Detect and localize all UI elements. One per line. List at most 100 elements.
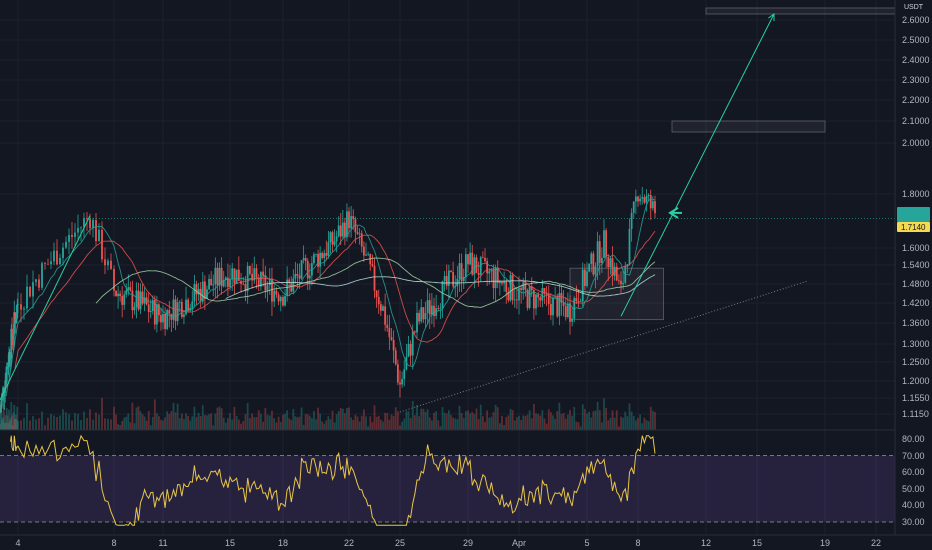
drawing-rectangle[interactable]	[705, 7, 896, 15]
volume-bar	[399, 425, 401, 430]
rsi-tick-label: 60.00	[902, 467, 925, 477]
volume-bar	[98, 414, 100, 430]
volume-bar	[624, 411, 627, 430]
candle-body	[386, 324, 389, 329]
candle-body	[379, 304, 382, 311]
volume-bar	[467, 410, 469, 430]
volume-bar	[277, 416, 280, 430]
candle-body	[0, 399, 3, 409]
volume-bar	[456, 419, 459, 430]
volume-bar	[501, 415, 503, 430]
trend-arrow[interactable]	[620, 13, 775, 317]
rsi-tick-label: 50.00	[902, 484, 925, 494]
time-tick-label: 12	[701, 538, 711, 548]
candle-body	[609, 258, 612, 268]
price-tick-label: 2.1000	[902, 116, 930, 126]
candle-body	[123, 294, 126, 305]
time-tick-label: Apr	[512, 538, 526, 548]
time-tick-label: 22	[344, 538, 354, 548]
candle-body	[174, 299, 177, 322]
candle-body	[556, 296, 559, 317]
candle-body	[333, 241, 336, 245]
candle-body	[647, 195, 650, 197]
candle-body	[14, 312, 16, 319]
candle-body	[513, 299, 516, 301]
volume-bar	[20, 420, 22, 430]
candle-body	[596, 241, 599, 267]
candle-body	[503, 281, 506, 284]
volume-bar	[634, 420, 637, 430]
trend-line[interactable]	[0, 215, 91, 401]
candle-body	[244, 283, 247, 292]
volume-bar	[594, 410, 597, 430]
volume-bar	[543, 418, 546, 430]
trend-lines[interactable]	[0, 13, 895, 413]
volume-bar	[300, 407, 303, 430]
volume-bar	[341, 408, 344, 430]
candle-body	[273, 290, 276, 302]
volume-bar	[515, 417, 518, 430]
price-tick-label: 2.6000	[902, 15, 930, 25]
candle-body	[494, 267, 497, 289]
volume-bar	[360, 415, 363, 430]
candle-body	[486, 261, 489, 274]
volume-bar	[562, 413, 565, 430]
candle-body	[496, 267, 499, 284]
candle-body	[360, 233, 363, 247]
volume-bar	[201, 405, 204, 430]
volume-bar	[74, 413, 76, 430]
volume-bar	[302, 424, 305, 430]
candle-body	[630, 212, 633, 230]
candle-body	[233, 268, 236, 284]
volume-bar	[15, 419, 18, 430]
candle-body	[613, 266, 616, 276]
volume-bar	[632, 415, 635, 430]
volume-bar	[216, 407, 219, 430]
volume-bar	[44, 425, 46, 430]
volume-bar	[176, 403, 179, 430]
volume-bar	[590, 417, 593, 430]
volume-bar	[464, 411, 467, 430]
volume-bar	[273, 418, 276, 430]
candle-body	[651, 201, 654, 209]
candle-body	[115, 290, 117, 297]
volume-bar	[47, 417, 49, 430]
candle-body	[253, 268, 256, 281]
arrow-head	[768, 13, 775, 22]
volume-bar	[337, 411, 340, 430]
volume-bar	[183, 418, 185, 430]
candle-body	[168, 310, 171, 314]
candle-body	[195, 284, 198, 295]
candle-body	[515, 299, 518, 301]
quote-unit-label: USDT	[904, 4, 924, 11]
moving-average-line	[225, 274, 656, 299]
candle-body	[59, 257, 61, 265]
volume-bar	[5, 422, 7, 430]
volume-bar	[62, 409, 64, 430]
candle-body	[5, 367, 8, 383]
rsi-axis[interactable]: 80.00 70.00 60.00 50.00 40.00 30.00	[902, 434, 925, 527]
candle-body	[206, 289, 208, 300]
candle-body	[409, 343, 412, 356]
volume-bar	[620, 416, 622, 430]
volume-bar	[8, 420, 11, 430]
time-axis[interactable]: 4 8 11 15 18 22 25 29 Apr 5 8 12 15 19 22	[15, 538, 881, 548]
candle-body	[218, 267, 221, 286]
price-tick-label: 2.5000	[902, 35, 930, 45]
price-axis[interactable]: 2.6000 2.5000 2.4000 2.3000 2.2000 2.1000 2.00…	[902, 15, 930, 419]
rsi-line	[10, 434, 656, 526]
candle-body	[10, 328, 13, 359]
candle-body	[214, 267, 217, 285]
volume-bar	[32, 416, 34, 430]
drawing-rectangle[interactable]	[671, 120, 826, 133]
candle-body	[141, 291, 144, 304]
candle-body	[71, 234, 73, 237]
candle-body	[29, 286, 31, 297]
trend-line[interactable]	[399, 280, 809, 413]
volume-bar	[452, 417, 455, 430]
volume-bar	[284, 413, 286, 430]
volume-bar	[203, 414, 206, 430]
candle-body	[337, 225, 340, 237]
candle-body	[277, 294, 280, 302]
